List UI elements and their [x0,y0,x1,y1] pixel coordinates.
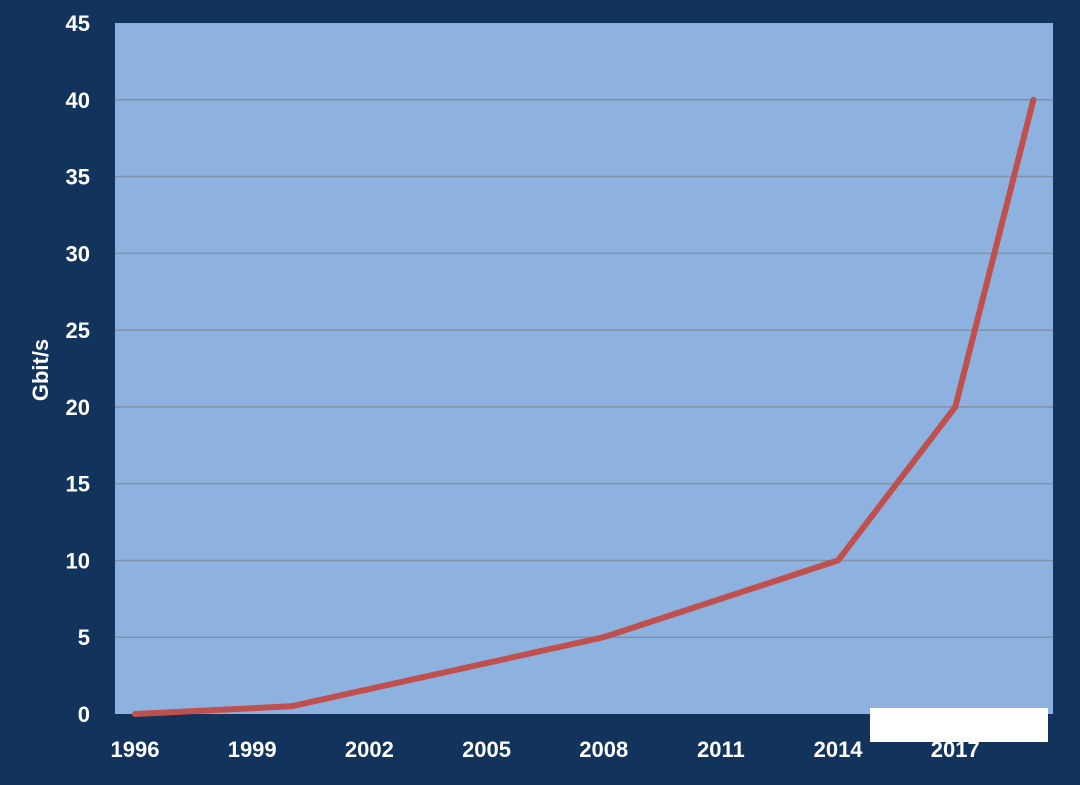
y-tick-label: 45 [66,11,90,36]
y-tick-label: 40 [66,88,90,113]
white-overlay-box [870,708,1048,742]
x-tick-label: 2011 [697,737,745,762]
y-tick-label: 35 [66,165,90,190]
x-tick-label: 2002 [345,737,394,762]
x-tick-label: 1999 [228,737,277,762]
y-axis-ticks: 0 5 10 15 20 25 30 35 40 45 [66,11,90,727]
y-tick-label: 25 [66,318,90,343]
x-tick-label: 2008 [579,737,628,762]
y-tick-label: 30 [66,241,90,266]
y-tick-label: 15 [66,472,90,497]
plot-area [115,23,1053,714]
y-tick-label: 0 [78,702,90,727]
y-tick-label: 5 [78,625,90,650]
x-tick-label: 2014 [814,737,864,762]
y-tick-label: 10 [66,548,90,573]
x-tick-label: 2005 [462,737,511,762]
y-tick-label: 20 [66,395,90,420]
y-axis-title: Gbit/s [28,339,53,401]
x-tick-label: 1996 [111,737,160,762]
